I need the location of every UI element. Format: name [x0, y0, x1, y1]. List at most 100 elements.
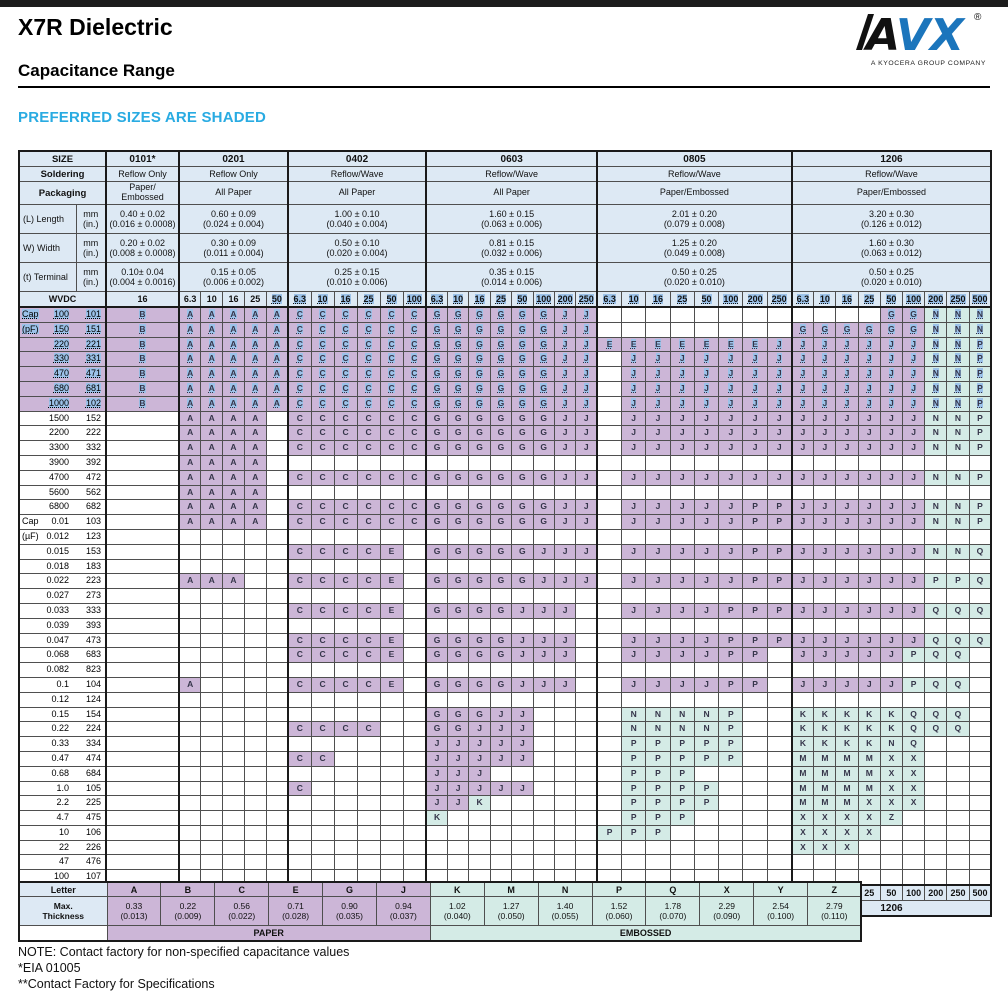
cap-unit-label: Cap [20, 309, 46, 321]
hl-text: C [388, 368, 395, 379]
row-label-layout: Cap 0.01 103 [20, 516, 105, 529]
soldering-value: Reflow/Wave [425, 166, 598, 182]
legend-type-row: PAPER EMBOSSED [19, 925, 862, 942]
code-cell [265, 691, 289, 708]
code-cell [575, 454, 598, 471]
code-cell [693, 321, 720, 338]
code-cell: G [446, 499, 470, 516]
wvdc-cell: 500 [968, 291, 992, 308]
code-cell [766, 780, 793, 797]
code-cell [532, 721, 555, 738]
row-label: 0.015 153 [18, 543, 107, 560]
code-cell: A [178, 573, 202, 590]
code-cell: P [645, 736, 671, 752]
code-cell: N [946, 499, 970, 516]
hl-text: J [752, 368, 758, 379]
cap-value: 22 [58, 841, 69, 852]
code-cell [200, 839, 224, 856]
cap-value: 0.01 [51, 516, 69, 527]
code-cell: G [489, 425, 513, 442]
code-cell: J [532, 573, 555, 590]
code-cell: C [333, 380, 358, 397]
code-cell: J [532, 647, 555, 664]
code-cell [200, 647, 224, 664]
width-value: 0.50 ± 0.10 (0.020 ± 0.004) [287, 233, 427, 263]
code-cell [468, 662, 491, 678]
code-cell [105, 810, 180, 826]
hl-text: C [342, 338, 349, 349]
code-cell [879, 528, 904, 545]
code-cell: K [790, 736, 815, 752]
hl-text: J [800, 382, 806, 393]
code-cell: J [902, 469, 926, 486]
code-cell [924, 765, 948, 782]
length-value: 0.40 ± 0.02 (0.016 ± 0.0008) [105, 204, 180, 234]
code-cell: C [310, 425, 335, 442]
code-cell [645, 691, 671, 708]
hl-text: C [296, 382, 303, 393]
code-cell [669, 662, 695, 678]
code-cell [693, 765, 720, 782]
code-cell [402, 721, 427, 738]
hl-text: A [230, 309, 237, 319]
code-cell: G [489, 366, 513, 382]
code-cell [968, 854, 992, 871]
code-cell [766, 617, 793, 634]
row-label: 0.082 823 [18, 662, 107, 678]
code-cell [553, 484, 577, 501]
code-cell: K [425, 810, 448, 826]
table-row: 0.47 474 C C J J J J J P P P P P M M M M X X [18, 750, 992, 767]
hl-text: J [655, 382, 661, 393]
code-cell [575, 750, 598, 767]
code-cell [105, 514, 180, 530]
code-cell: P [718, 647, 744, 664]
hl-text: J [562, 323, 568, 334]
code-cell [222, 558, 245, 575]
code-cell: J [620, 351, 647, 368]
code-cell: C [402, 351, 427, 368]
code-cell [946, 824, 970, 841]
row-label: 1500 152 [18, 410, 107, 427]
code-cell: J [693, 573, 720, 590]
code-cell: G [446, 573, 470, 590]
code-cell [105, 573, 180, 590]
code-cell [200, 721, 224, 738]
cap-value: 0.1 [56, 678, 69, 689]
code-cell: J [553, 380, 577, 397]
hl-text: C [388, 382, 395, 393]
code-cell [265, 706, 289, 723]
cap-code: 124 [85, 693, 101, 704]
code-cell [596, 795, 623, 812]
code-cell [553, 810, 577, 826]
code-cell [402, 454, 427, 471]
code-cell: J [813, 366, 837, 382]
code-cell [596, 676, 623, 693]
code-cell [425, 854, 448, 871]
code-cell: J [620, 602, 647, 619]
code-cell [835, 528, 859, 545]
code-cell [356, 750, 381, 767]
code-cell: P [742, 543, 768, 560]
row-label: (pF) 150 151 [18, 321, 107, 338]
code-cell: J [645, 395, 671, 412]
code-cell: G [511, 366, 534, 382]
hl-text: J [752, 382, 758, 393]
wvdc-value: 200 [747, 294, 763, 304]
code-cell [575, 602, 598, 619]
code-cell: J [902, 410, 926, 427]
code-cell: Q [902, 736, 926, 752]
row-label-layout: 6800 682 [20, 501, 105, 514]
code-cell [446, 484, 470, 501]
code-cell [575, 765, 598, 782]
code-cell: C [333, 305, 358, 323]
code-cell: J [693, 395, 720, 412]
code-cell [243, 780, 267, 797]
code-cell: G [468, 351, 491, 368]
avx-logo-mark: A V X ® [856, 10, 982, 61]
code-cell: C [310, 543, 335, 560]
legend-thickness: 0.22 (0.009) [160, 896, 216, 926]
code-cell [265, 469, 289, 486]
code-cell: N [946, 469, 970, 486]
hl-text: J [776, 382, 782, 393]
